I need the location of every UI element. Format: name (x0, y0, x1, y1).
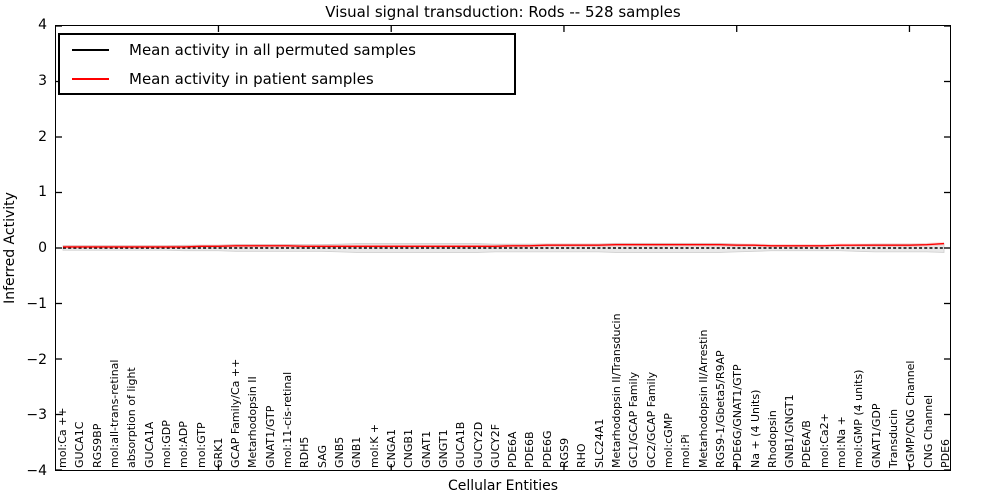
patient-line-swatch (72, 77, 109, 80)
legend-label-permuted: Mean activity in all permuted samples (129, 40, 416, 59)
x-category-label: GNAT1/GTP (263, 405, 277, 468)
x-category-label: mol:K + (367, 423, 381, 468)
x-axis-label: Cellular Entities (447, 478, 559, 494)
x-category-label: PDE6G/GNAT1/GTP (731, 364, 745, 468)
x-category-label: GRK1 (211, 437, 225, 468)
patient-mean-line (62, 242, 945, 248)
x-category-label: RGS9 (558, 437, 572, 468)
x-category-label: RGS9-1/Gbeta5/R9AP (713, 350, 727, 468)
y-tick-label: 2 (38, 128, 47, 145)
x-category-label: Rhodopsin (765, 410, 779, 468)
x-category-label: SAG (315, 444, 329, 468)
x-category-label: PDE6B (523, 431, 537, 468)
x-category-label: GUCA1A (142, 421, 156, 468)
x-category-label: PDE6G (540, 430, 554, 468)
x-category-label: GNAT1 (419, 430, 433, 468)
x-category-label: PDE6A (506, 431, 520, 468)
y-tick-label: 4 (38, 17, 47, 33)
x-category-label: mol:GDP (159, 420, 173, 468)
x-category-label: CNGB1 (402, 429, 416, 468)
x-category-label: RGS9BP (90, 423, 104, 468)
y-tick-label: −2 (26, 351, 47, 368)
x-category-label: Metarhodopsin II/Transducin (610, 313, 624, 468)
x-category-label: RHO (575, 443, 589, 468)
x-category-label: GNB5 (333, 436, 347, 468)
x-category-label: GC1/GCAP Family (627, 371, 641, 468)
x-category-label: GNB1/GNGT1 (783, 394, 797, 468)
x-category-label: mol:GMP (4 units) (852, 369, 866, 468)
legend-entry-permuted: Mean activity in all permuted samples (60, 35, 514, 64)
y-tick-label: −4 (26, 463, 47, 479)
x-category-label: GUCY2D (471, 421, 485, 468)
x-category-label: Na + (4 Units) (748, 389, 762, 468)
x-category-label: cGMP/CNG Channel (904, 360, 918, 469)
x-category-label: GNB1 (350, 436, 364, 468)
x-category-label: RDH5 (298, 436, 312, 468)
plot-canvas (56, 26, 950, 470)
x-category-label: GUCA1B (454, 421, 468, 468)
x-category-label: mol:cGMP (661, 413, 675, 468)
y-tick-label: 3 (38, 72, 47, 89)
x-category-label: SLC24A1 (592, 418, 606, 468)
x-category-label: GUCA1C (73, 421, 87, 468)
x-category-label: mol:Ca ++ (56, 407, 69, 468)
x-category-label: Metarhodopsin II (246, 376, 260, 468)
x-category-label: Transducin (887, 408, 901, 468)
x-category-label: GC2/GCAP Family (644, 371, 658, 468)
legend-entry-patient: Mean activity in patient samples (60, 64, 514, 93)
legend-label-patient: Mean activity in patient samples (129, 69, 374, 88)
permuted-line-swatch (72, 48, 109, 51)
chart-title: Visual signal transduction: Rods -- 528 … (325, 3, 681, 21)
x-category-label: mol:Na + (835, 416, 849, 468)
x-category-label: mol:Ca2+ (817, 413, 831, 468)
x-category-label: CNGA1 (384, 429, 398, 468)
x-category-label: Metarhodopsin II/Arrestin (696, 329, 710, 468)
x-category-label: mol:11-cis-retinal (281, 371, 295, 468)
x-category-label: mol:GTP (194, 422, 208, 468)
x-category-label: PDE6 (939, 438, 952, 468)
x-category-label: PDE6A/B (800, 420, 814, 468)
x-category-label: GNAT1/GDP (869, 403, 883, 468)
legend: Mean activity in all permuted samples Me… (58, 33, 516, 95)
x-category-label: mol:all-trans-retinal (107, 359, 121, 468)
x-category-label: GNGT1 (436, 429, 450, 468)
x-category-label: absorption of light (125, 367, 139, 468)
x-category-label: mol:Pi (679, 434, 693, 468)
y-tick-label: 0 (38, 240, 47, 256)
x-category-label: CNG Channel (921, 394, 935, 468)
x-category-label: mol:ADP (177, 421, 191, 468)
y-tick-label: −3 (26, 407, 47, 424)
x-category-label: GCAP Family/Ca ++ (229, 358, 243, 468)
y-tick-label: −1 (26, 295, 47, 312)
y-tick-label: 1 (38, 184, 47, 201)
plot-area: mol:Ca ++ GUCA1C RGS9BP mol:all-trans-retin… (55, 25, 952, 471)
x-category-label: GUCY2F (488, 423, 502, 468)
